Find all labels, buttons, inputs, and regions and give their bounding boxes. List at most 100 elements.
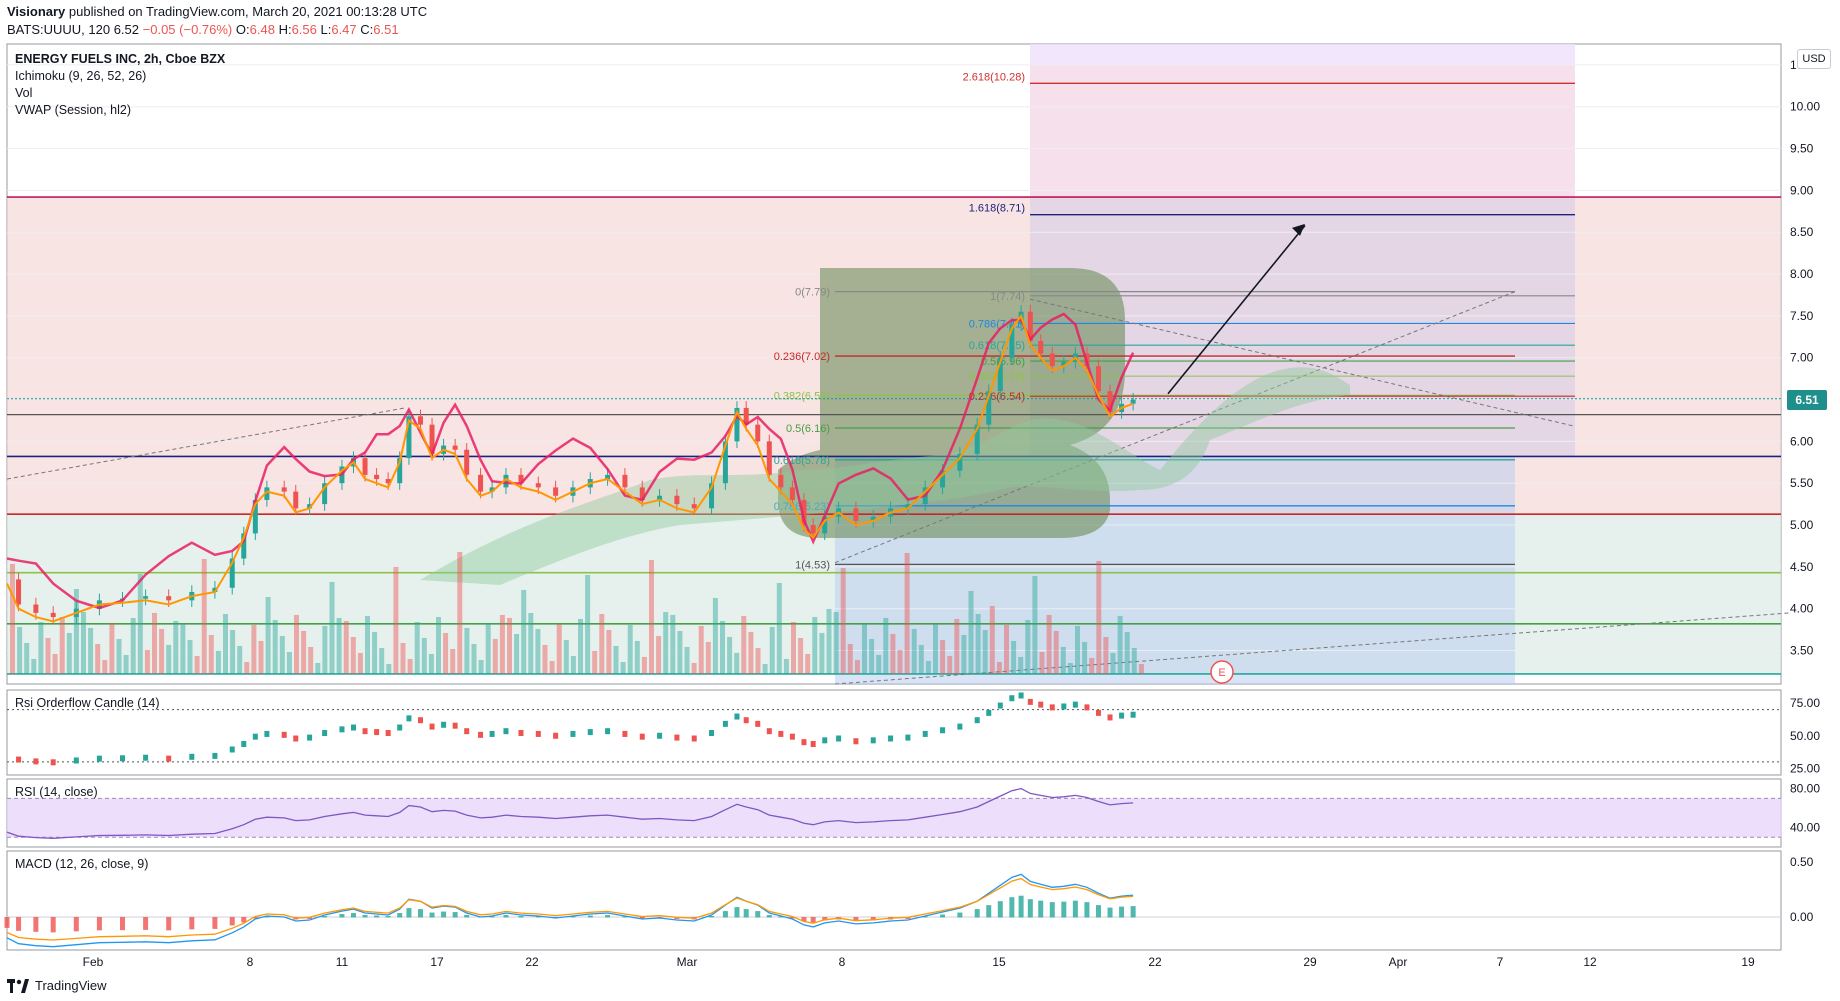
volume-bar [585,574,591,674]
volume-bar [677,630,683,674]
volume-bar [237,645,243,674]
volume-bar [826,608,832,674]
projection-arrow-head [1292,223,1305,236]
y-axis-tick-label: 9.00 [1790,183,1814,197]
candle-body [503,474,509,488]
legend-vol[interactable]: Vol [15,86,33,100]
fib-inner-label: 0.236(6.54) [969,391,1025,403]
volume-bar [1075,625,1080,674]
ohlc-l-value: 6.47 [331,22,357,37]
legend-ichimoku[interactable]: Ichimoku (9, 26, 52, 26) [15,69,147,83]
candle-body [478,474,484,492]
volume-bar [656,635,662,674]
macd-histogram-bar [789,917,795,919]
volume-bar [812,616,818,674]
trend-line [1029,298,1576,427]
candle-body [212,587,218,592]
rsi-orderflow-candle [518,730,524,737]
legend-vwap[interactable]: VWAP (Session, hl2) [15,103,132,117]
volume-bar [365,615,370,674]
volume-bar [10,563,15,674]
volume-bar [606,629,612,674]
footer-brand: TradingView [35,978,107,993]
volume-bar [357,652,363,674]
volume-bar [840,567,846,674]
volume-bar [727,636,733,674]
macd-histogram-bar [587,915,593,918]
rsi-orderflow-candle [1095,709,1101,716]
y-axis-tick-label: 7.50 [1790,309,1814,323]
volume-bar [1053,630,1059,674]
volume-bar [592,650,598,674]
volume-bar [507,617,512,674]
rsi-orderflow-candle [464,728,470,735]
rsi-orderflow-candle [801,739,807,746]
candle-body [264,487,270,500]
volume-bar [833,611,839,674]
volume-bar [443,632,449,674]
volume-bar [244,661,250,674]
rsi-orderflow-candle [940,727,946,734]
rsi-orderflow-candle [1119,712,1125,719]
x-axis-tick-label: 19 [1741,955,1755,969]
x-axis-tick-label: 17 [430,955,444,969]
macd-histogram-bar [1038,900,1044,918]
ohlc-c-label: C: [360,22,374,37]
rsi-orderflow-candle [1009,695,1015,702]
candle-body [16,579,22,605]
macd-histogram-bar [1061,901,1067,918]
fib-retracement-label: 0.5(6.16) [786,423,830,435]
candle-body [974,424,980,454]
candle-body [1130,399,1136,404]
rsi-orderflow-candle [16,756,22,763]
volume-bar [769,626,775,674]
candle-body [33,604,39,613]
volume-bar [762,663,768,674]
volume-bar [911,628,917,674]
volume-bar [279,635,285,674]
volume-bar [393,566,399,674]
footer: TradingView [7,978,107,993]
sub-pane-y-tick-label: 0.00 [1790,910,1814,924]
volume-bar [336,617,342,674]
pane-title-rsi-orderflow[interactable]: Rsi Orderflow Candle (14) [15,696,160,710]
macd-histogram-bar [1072,900,1078,918]
y-axis-tick-label: 6.00 [1790,434,1814,448]
candle-body [986,391,992,425]
rsi-orderflow-candle [489,730,495,737]
pane-title-macd[interactable]: MACD (12, 26, close, 9) [15,857,149,871]
volume-bar [535,628,541,674]
volume-bar [876,654,882,674]
volume-bar [24,642,30,674]
fib-inner-label: 0.5(6.96) [981,356,1025,368]
candle-body [940,470,946,488]
currency-button[interactable]: USD [1797,49,1831,69]
volume-bar [130,617,136,674]
macd-histogram-bar [940,914,946,918]
rsi-orderflow-candle [385,730,391,737]
macd-histogram-bar [778,916,784,918]
x-axis-tick-label: 8 [839,955,846,969]
rsi-orderflow-candle [96,755,102,762]
rsi-orderflow-candle [778,730,784,737]
macd-histogram-bar [1049,902,1055,918]
volume-bar [499,614,505,674]
volume-bar [705,641,711,674]
volume-bar [31,658,37,674]
macd-histogram-bar [639,917,645,919]
volume-bar [208,634,214,674]
earnings-marker [1210,660,1234,684]
ohlc-c-value: 6.51 [373,22,399,37]
rsi-orderflow-candle [622,730,628,737]
rsi-orderflow-candle [252,733,258,740]
pane-title-rsi[interactable]: RSI (14, close) [15,785,98,799]
candle-body [822,516,828,534]
volume-bar [201,558,207,674]
volume-bar [166,644,172,674]
candle-body [722,441,728,484]
y-axis-tick-label: 8.50 [1790,225,1814,239]
volume-bar [386,663,392,674]
macd-histogram-bar [535,916,541,918]
volume-bar [251,624,257,674]
